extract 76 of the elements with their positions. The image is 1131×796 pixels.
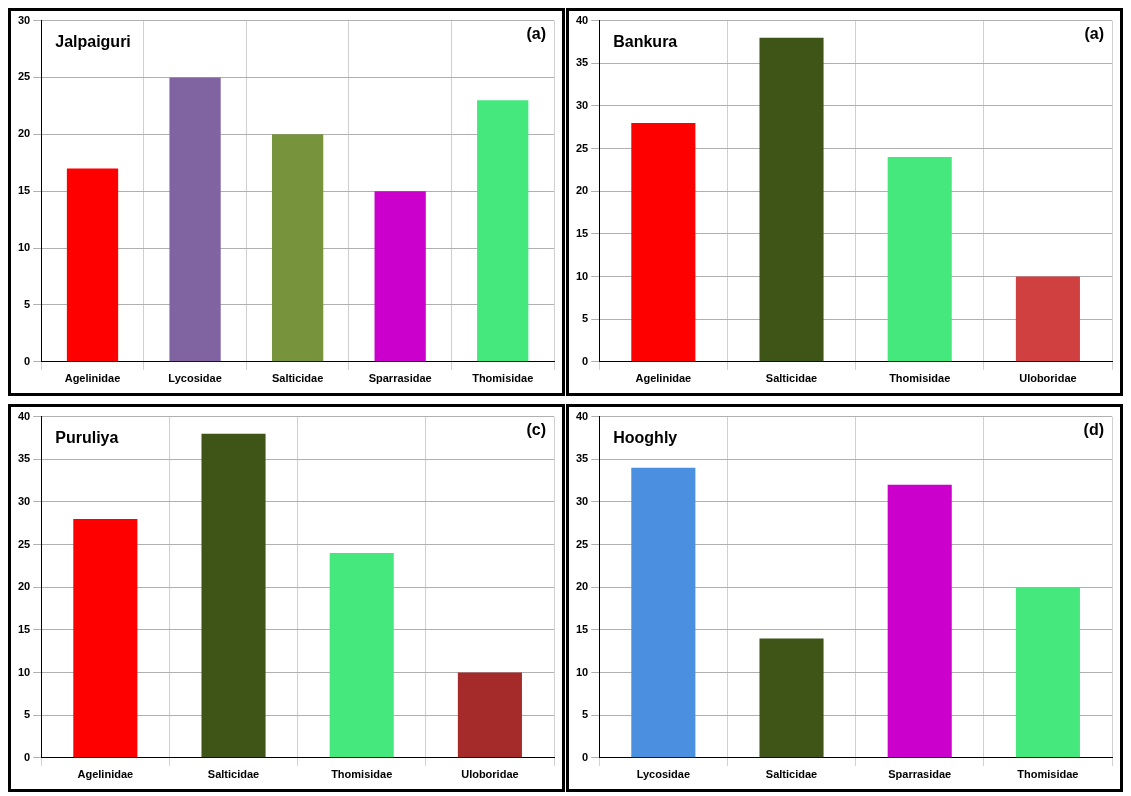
y-tick-label: 35 xyxy=(575,452,589,465)
y-tick-label: 0 xyxy=(582,354,589,367)
bar xyxy=(477,100,529,362)
y-tick-label: 10 xyxy=(575,269,589,282)
y-tick-label: 5 xyxy=(582,708,589,721)
y-tick-label: 10 xyxy=(17,241,31,254)
annotation: (a) xyxy=(526,25,546,43)
x-tick-label: Thomisidae xyxy=(889,372,951,385)
y-tick-label: 10 xyxy=(575,665,589,678)
x-tick-label: Agelinidae xyxy=(64,372,121,385)
annotation: (c) xyxy=(526,421,546,439)
y-tick-label: 10 xyxy=(17,665,31,678)
bar xyxy=(759,638,824,758)
y-tick-label: 35 xyxy=(575,56,589,69)
y-tick-label: 30 xyxy=(575,494,589,507)
x-tick-label: Thomisidae xyxy=(331,768,393,781)
text: Hooghly xyxy=(613,429,678,447)
annotation: (a) xyxy=(1084,25,1104,43)
bar xyxy=(887,484,952,758)
bar xyxy=(73,518,138,758)
y-tick-label: 30 xyxy=(17,13,31,26)
x-tick-label: Agelinidae xyxy=(77,768,134,781)
x-tick-label: Thomisidae xyxy=(472,372,534,385)
y-tick-label: 40 xyxy=(575,13,589,26)
y-tick-label: 30 xyxy=(575,98,589,111)
bar xyxy=(374,191,426,362)
y-tick-label: 20 xyxy=(17,580,31,593)
y-tick-label: 5 xyxy=(24,708,31,721)
y-tick-label: 20 xyxy=(575,580,589,593)
y-tick-label: 15 xyxy=(17,622,31,635)
x-tick-label: Agelinidae xyxy=(635,372,692,385)
y-tick-label: 20 xyxy=(575,184,589,197)
x-tick-label: Salticidae xyxy=(765,768,818,781)
y-tick-label: 0 xyxy=(24,750,31,763)
x-tick-label: Sparrasidae xyxy=(368,372,432,385)
text: Jalpaiguri xyxy=(55,33,131,51)
x-tick-label: Salticidae xyxy=(271,372,324,385)
y-tick-label: 25 xyxy=(17,70,31,83)
y-tick-label: 5 xyxy=(24,297,31,310)
bar xyxy=(329,553,394,758)
x-tick-label: Lycosidae xyxy=(168,372,222,385)
y-tick-label: 35 xyxy=(17,452,31,465)
annotation: (d) xyxy=(1083,421,1104,439)
bar xyxy=(169,77,221,362)
y-tick-label: 15 xyxy=(575,622,589,635)
text: Bankura xyxy=(613,33,678,51)
x-tick-label: Uloboridae xyxy=(1019,372,1077,385)
y-tick-label: 0 xyxy=(24,354,31,367)
bar xyxy=(631,122,696,362)
bar xyxy=(759,37,824,362)
bar xyxy=(1015,276,1080,362)
x-tick-label: Lycosidae xyxy=(636,768,691,781)
x-tick-label: Salticidae xyxy=(207,768,260,781)
bar xyxy=(66,168,119,362)
bar xyxy=(631,467,696,758)
x-tick-label: Sparrasidae xyxy=(888,768,952,781)
text: Puruliya xyxy=(55,429,119,447)
y-tick-label: 25 xyxy=(575,537,589,550)
y-tick-label: 25 xyxy=(575,141,589,154)
y-tick-label: 40 xyxy=(575,409,589,422)
y-tick-label: 5 xyxy=(582,312,589,325)
y-tick-label: 30 xyxy=(17,494,31,507)
y-tick-label: 15 xyxy=(17,184,31,197)
x-tick-label: Thomisidae xyxy=(1017,768,1079,781)
y-tick-label: 25 xyxy=(17,537,31,550)
y-tick-label: 40 xyxy=(17,409,31,422)
x-tick-label: Salticidae xyxy=(765,372,818,385)
bar xyxy=(457,672,522,758)
y-tick-label: 0 xyxy=(582,750,589,763)
y-tick-label: 15 xyxy=(575,226,589,239)
bar xyxy=(1015,587,1080,758)
bar xyxy=(201,433,266,758)
y-tick-label: 20 xyxy=(17,127,31,140)
bar xyxy=(271,134,324,362)
x-tick-label: Uloboridae xyxy=(461,768,519,781)
bar xyxy=(887,157,952,362)
